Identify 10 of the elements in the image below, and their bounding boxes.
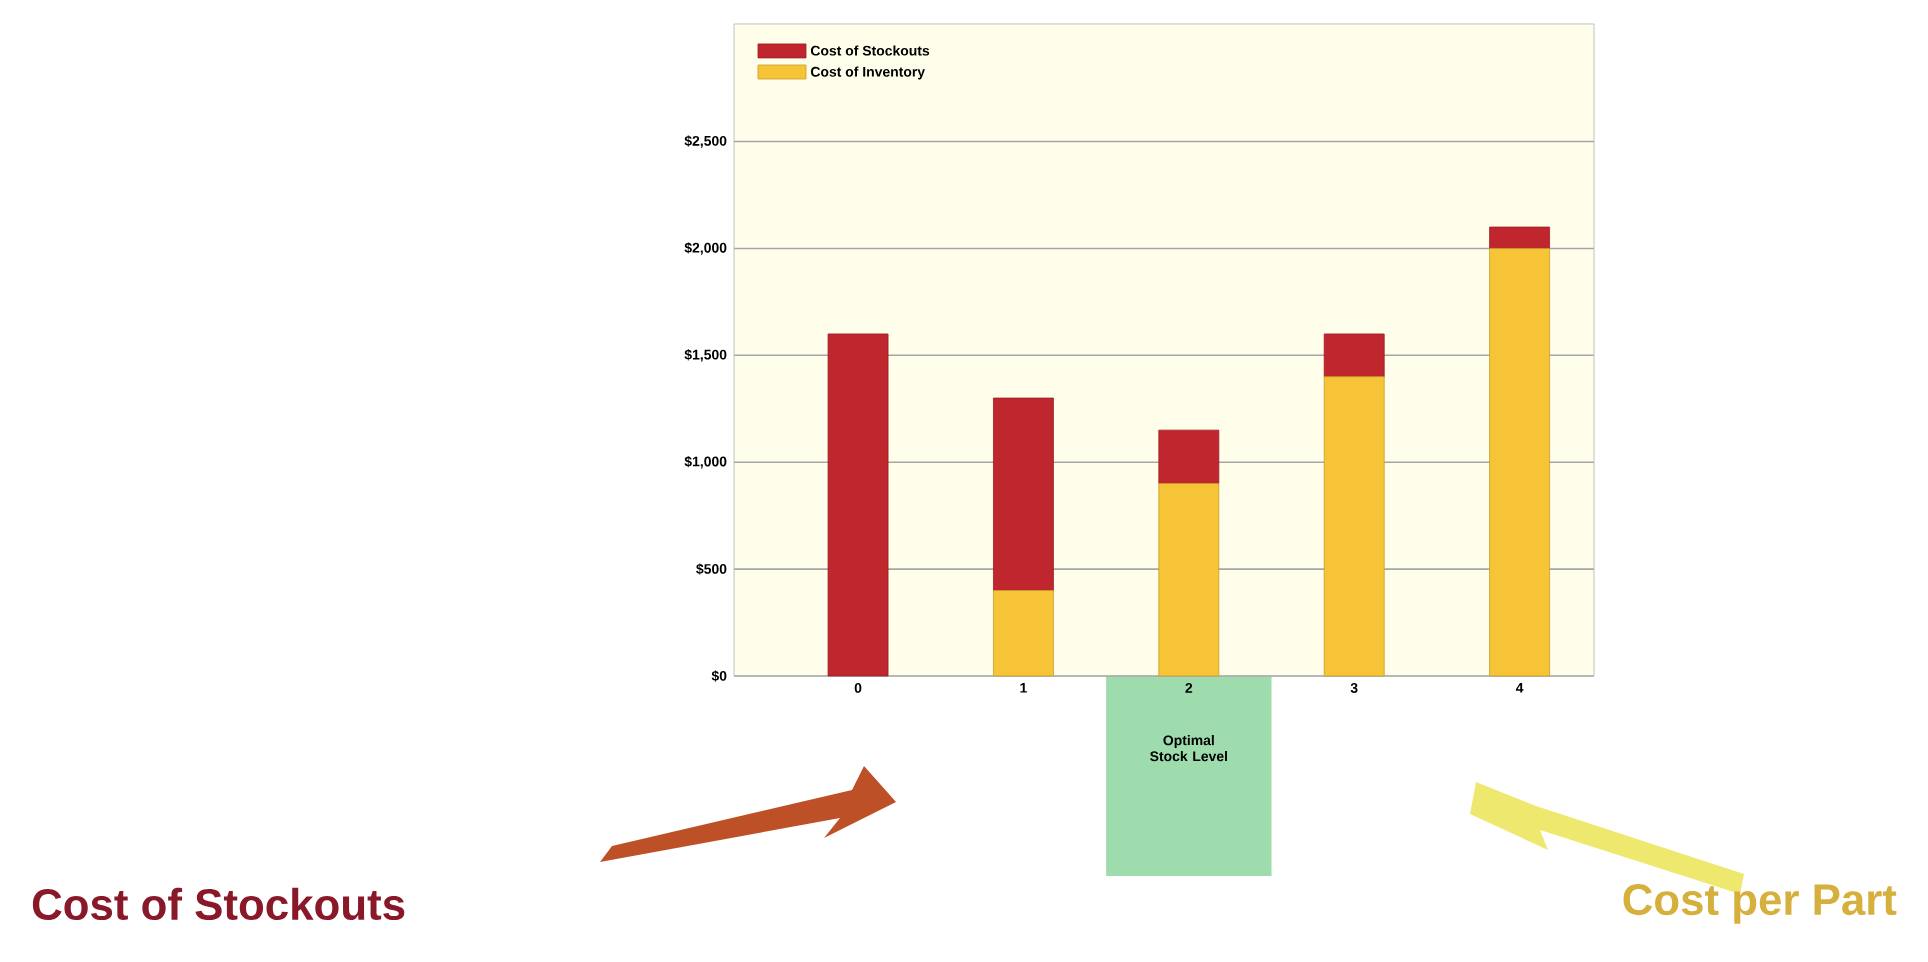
text: Cost of Stockouts	[32, 887, 405, 921]
bar	[1489, 248, 1550, 677]
bar	[1158, 429, 1220, 484]
bar	[993, 397, 1054, 591]
bar	[1489, 226, 1550, 249]
bar	[993, 590, 1054, 677]
bar	[827, 333, 889, 677]
bar	[1323, 333, 1385, 378]
bar	[1323, 376, 1385, 677]
text: Cost per Part	[1623, 884, 1897, 924]
